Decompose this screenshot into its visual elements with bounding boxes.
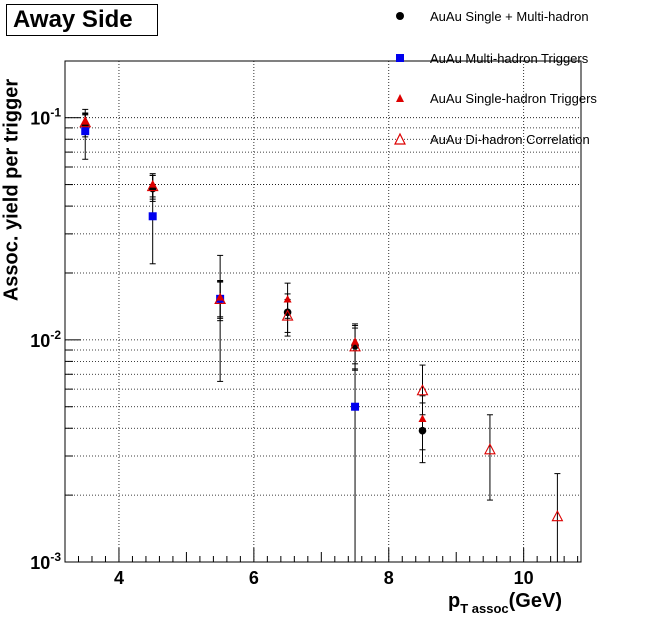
legend-label: AuAu Di-hadron Correlation	[430, 132, 590, 147]
legend-label: AuAu Single + Multi-hadron	[430, 9, 589, 24]
y-axis-label-text: Assoc. yield per trigger	[0, 78, 23, 302]
data-point-open-triangle	[214, 292, 227, 305]
x-axis-label-sub: T assoc	[460, 601, 509, 616]
data-point-open-triangle	[484, 443, 496, 455]
data-point-open-triangle	[349, 340, 361, 352]
y-tick-label: 10-1	[30, 106, 61, 129]
x-axis-label-main: p	[448, 590, 461, 612]
y-tick-label: 10-3	[30, 550, 61, 573]
data-point-open-triangle	[79, 115, 92, 128]
legend-marker-square-icon	[396, 54, 404, 62]
x-tick-label: 4	[114, 568, 124, 588]
data-point-open-triangle	[551, 509, 564, 522]
y-tick-label: 10-2	[30, 328, 61, 351]
chart-title: Away Side	[6, 4, 158, 36]
data-point-triangle	[418, 414, 427, 423]
legend-marker-circle-icon	[396, 12, 404, 20]
legend-label: AuAu Single-hadron Triggers	[430, 91, 597, 106]
data-point-open-triangle	[146, 179, 159, 192]
data-point-open-triangle	[281, 309, 294, 321]
x-tick-label: 6	[249, 568, 259, 588]
data-point-square	[148, 212, 157, 221]
x-axis-label: pT assoc(GeV)	[448, 590, 562, 616]
legend-marker-triangle-icon	[396, 94, 404, 102]
x-tick-label: 10	[514, 568, 534, 588]
plot-frame	[64, 60, 582, 563]
data-point-open-triangle	[416, 384, 429, 396]
data-point-circle	[418, 426, 427, 435]
data-point-triangle	[81, 117, 90, 125]
legend-label: AuAu Multi-hadron Triggers	[430, 51, 589, 66]
x-axis-label-unit: (GeV)	[508, 590, 562, 612]
legend-marker-open-triangle-icon	[394, 132, 406, 145]
x-tick-label: 8	[384, 568, 394, 588]
data-point-square	[351, 402, 360, 411]
data-point-triangle	[283, 294, 292, 303]
data-point-square	[81, 127, 90, 136]
